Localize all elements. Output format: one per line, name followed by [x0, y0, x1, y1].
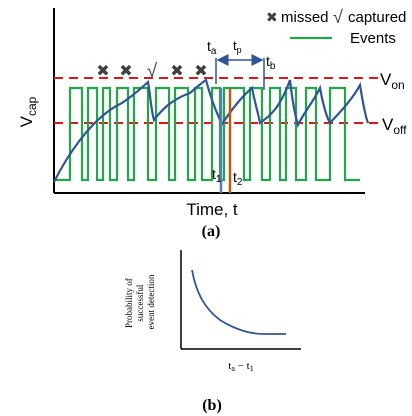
missed-marker-2: ✖: [119, 63, 132, 80]
panel-b-caption: (b): [202, 397, 222, 414]
tb-label: tb: [266, 53, 276, 72]
missed-marker-3: ✖: [170, 63, 183, 80]
x-axis-label: Time, t: [186, 200, 238, 219]
tp-label: tp: [233, 38, 242, 55]
y-axis-label: Vcap: [17, 96, 39, 127]
panel-b-y-label-line-1: Probability of: [124, 278, 134, 328]
legend-missed-icon: ✖: [266, 9, 278, 25]
captured-marker: √: [147, 61, 158, 82]
panel-b-y-label-line-2: successful: [135, 284, 145, 321]
t1-label: t1: [212, 166, 222, 185]
legend: ✖ missed √ captured Events: [266, 7, 406, 47]
panel-b-y-label-line-3: event detection: [146, 274, 156, 329]
panel-b-y-label: Probability of successful event detectio…: [124, 274, 156, 329]
missed-marker-1: ✖: [96, 63, 109, 80]
legend-missed-label: missed: [281, 9, 329, 26]
panel-b-x-label: ta − t1: [228, 360, 253, 373]
legend-captured-label: captured: [348, 9, 406, 26]
vcap-curve: [53, 78, 370, 183]
probability-curve: [191, 269, 286, 335]
v-on-label: Von: [380, 70, 405, 92]
t2-label: t2: [233, 169, 243, 188]
legend-captured-icon: √: [333, 7, 343, 27]
panel-b: Probability of successful event detectio…: [124, 250, 301, 414]
panel-a: Vcap Time, t (a) Von Voff t1 t2: [17, 7, 407, 240]
missed-marker-4: ✖: [194, 63, 207, 80]
events-waveform: [54, 86, 360, 182]
legend-events-label: Events: [350, 30, 396, 47]
v-off-label: Voff: [382, 115, 407, 137]
panel-a-caption: (a): [202, 223, 221, 240]
ta-label: ta: [207, 38, 217, 57]
